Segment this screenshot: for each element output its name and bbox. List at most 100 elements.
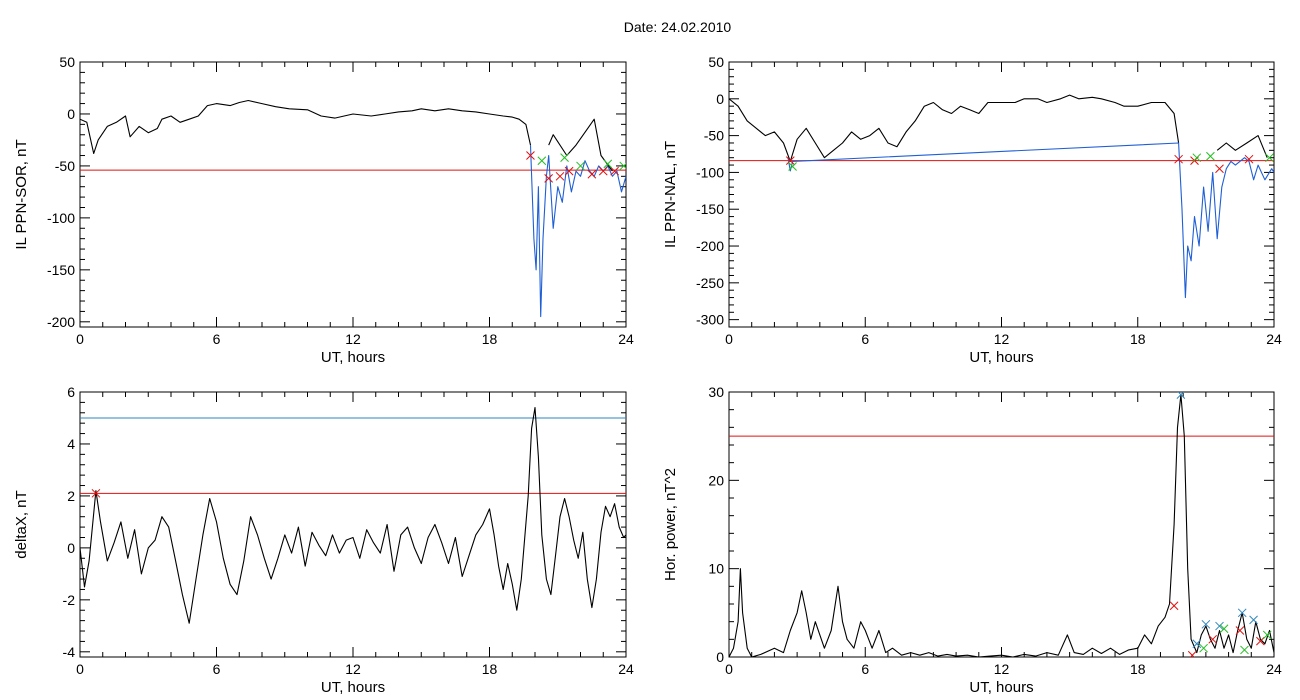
marker-red xyxy=(785,156,795,165)
y-tick-label: -200 xyxy=(47,314,75,330)
x-tick-label: 18 xyxy=(482,661,498,677)
marker-stroke xyxy=(544,174,554,183)
x-tick-label: 6 xyxy=(213,331,221,347)
marker-red xyxy=(564,166,574,176)
x-tick-label: 0 xyxy=(76,331,84,347)
marker-stroke xyxy=(1174,154,1183,164)
marker-green xyxy=(1262,630,1272,640)
marker-green xyxy=(603,159,613,169)
marker-red xyxy=(1169,601,1179,611)
x-tick-label: 0 xyxy=(76,661,84,677)
y-tick-label: -100 xyxy=(696,164,724,180)
x-tick-label: 12 xyxy=(994,661,1010,677)
x-tick-label: 24 xyxy=(1266,331,1282,347)
marker-stroke xyxy=(1192,153,1202,163)
marker-red xyxy=(598,166,608,176)
plot-frame xyxy=(79,61,627,328)
series-line-black xyxy=(80,407,626,624)
marker-blue xyxy=(1176,392,1186,400)
series-line-black xyxy=(80,99,532,155)
marker-red xyxy=(610,166,619,176)
y-axis-title: Hor. power, nT^2 xyxy=(662,468,679,581)
y-tick-label: -200 xyxy=(696,238,724,254)
panel-ppn-sor: 0 6 12 18 24 50 0 -50 -100 -150 -200 UT, hours IL PP… xyxy=(13,54,634,366)
marker-stroke xyxy=(564,166,574,176)
panel-deltax: 0 6 12 18 24 6 4 2 0 -2 -4 UT, hours deltaX, nT xyxy=(13,384,634,696)
panel-hor-power: 0 6 12 18 24 0 10 20 30 UT, hours Hor. power, nT^2 xyxy=(662,384,1282,696)
marker-stroke xyxy=(1176,392,1185,400)
marker-red xyxy=(555,171,565,181)
y-tick-label: -100 xyxy=(47,210,75,226)
marker-stroke xyxy=(1189,650,1197,657)
data-layer xyxy=(80,407,626,624)
marker-red xyxy=(1215,164,1224,174)
x-tick-label: 18 xyxy=(1130,331,1146,347)
marker-green xyxy=(619,161,626,171)
marker-stroke xyxy=(526,151,535,160)
x-tick-label: 12 xyxy=(345,661,361,677)
y-tick-label: 10 xyxy=(708,561,724,577)
y-tick-label: -150 xyxy=(696,201,724,217)
x-axis-title: UT, hours xyxy=(321,349,385,366)
marker-stroke xyxy=(603,159,613,169)
y-tick-label: 0 xyxy=(716,91,724,107)
marker-stroke xyxy=(1244,154,1254,164)
marker-stroke xyxy=(788,162,797,171)
x-tick-label: 24 xyxy=(618,331,634,347)
series-line-black xyxy=(1216,135,1268,158)
marker-stroke xyxy=(785,156,795,165)
marker-stroke xyxy=(1199,643,1208,653)
marker-stroke xyxy=(1237,608,1247,618)
marker-stroke xyxy=(560,153,569,162)
marker-red xyxy=(587,169,597,179)
marker-stroke xyxy=(1249,615,1258,625)
y-tick-label: -250 xyxy=(696,275,724,291)
y-tick-label: 30 xyxy=(708,384,724,400)
plot-frame xyxy=(728,391,1275,658)
series-line-black xyxy=(548,118,613,172)
marker-stroke xyxy=(619,162,626,171)
marker-stroke xyxy=(1192,639,1202,649)
x-tick-label: 6 xyxy=(861,661,869,677)
marker-green xyxy=(1240,645,1249,655)
marker-red xyxy=(1235,626,1245,635)
marker-green xyxy=(788,162,797,171)
series-line-black xyxy=(729,394,1274,657)
panel-ppn-nal: 0 6 12 18 24 50 0 -50 -100 -150 -200 -250 -300 UT, ho… xyxy=(662,54,1282,366)
x-tick-label: 24 xyxy=(618,661,634,677)
y-tick-label: 0 xyxy=(67,540,75,556)
y-tick-label: 20 xyxy=(708,472,724,488)
series-line-blue xyxy=(787,142,1274,299)
marker-green xyxy=(1265,153,1274,163)
marker-green xyxy=(560,153,569,162)
marker-blue xyxy=(1237,608,1247,618)
x-axis-title: UT, hours xyxy=(321,679,385,696)
marker-red xyxy=(526,151,535,160)
x-axis-title: UT, hours xyxy=(969,349,1033,366)
y-tick-label: 0 xyxy=(67,106,75,122)
marker-green xyxy=(1206,151,1215,161)
x-tick-label: 12 xyxy=(994,331,1010,347)
marker-stroke xyxy=(1206,151,1215,161)
marker-stroke xyxy=(1262,630,1272,640)
marker-red xyxy=(1174,154,1183,164)
marker-blue xyxy=(1249,615,1258,625)
plot-frame xyxy=(728,61,1275,328)
x-tick-label: 18 xyxy=(1130,661,1146,677)
y-tick-label: 50 xyxy=(59,54,75,70)
marker-stroke xyxy=(1219,624,1229,634)
y-tick-label: 6 xyxy=(67,384,75,400)
y-tick-label: 0 xyxy=(716,649,724,665)
marker-stroke xyxy=(1240,645,1249,655)
marker-blue xyxy=(1192,639,1202,649)
marker-stroke xyxy=(576,161,585,171)
marker-green xyxy=(576,161,585,171)
y-tick-label: -4 xyxy=(63,644,76,660)
marker-stroke xyxy=(1169,601,1179,611)
marker-green xyxy=(1199,643,1208,653)
marker-stroke xyxy=(1201,619,1211,629)
marker-stroke xyxy=(555,171,565,181)
marker-stroke xyxy=(598,166,608,176)
marker-stroke xyxy=(1215,621,1224,631)
